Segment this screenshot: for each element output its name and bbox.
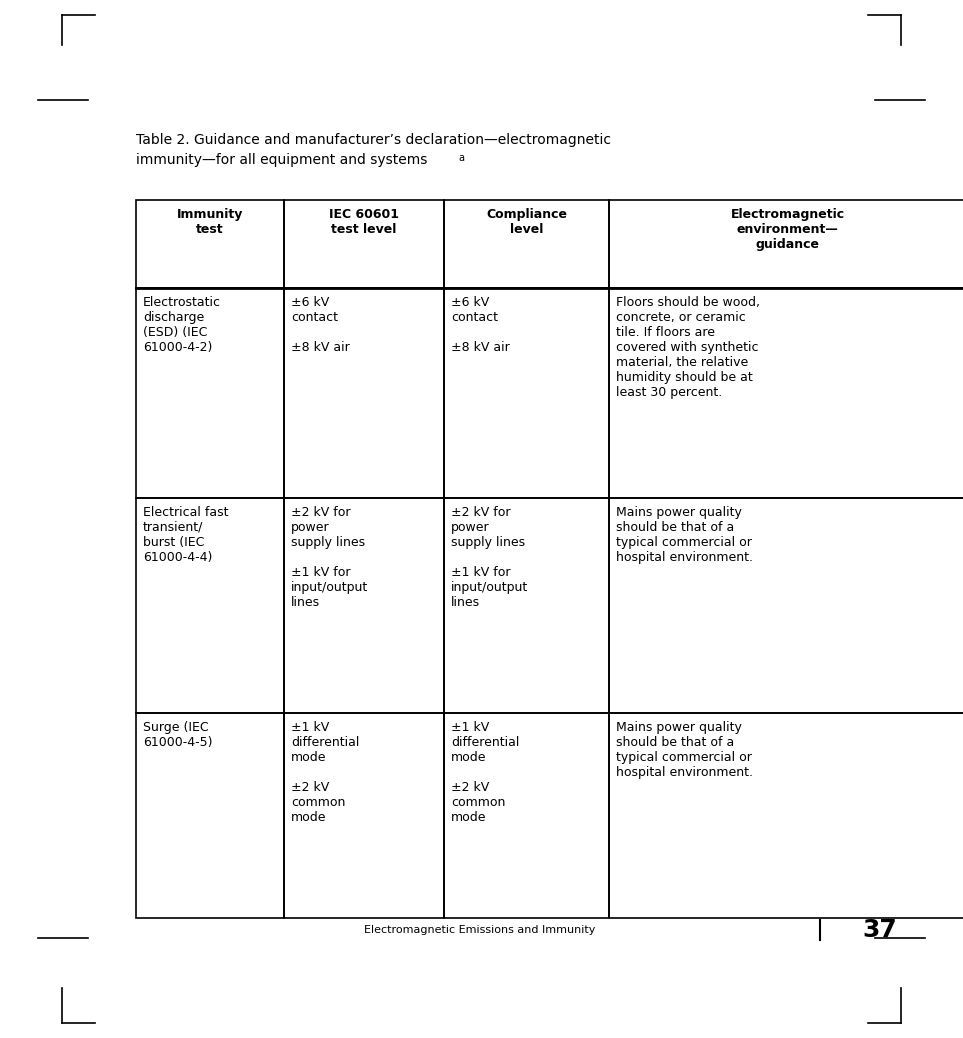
- Text: Surge (IEC
61000-4-5): Surge (IEC 61000-4-5): [143, 721, 213, 749]
- Text: immunity—for all equipment and systems: immunity—for all equipment and systems: [136, 153, 428, 167]
- Text: a: a: [458, 153, 464, 163]
- Text: Electromagnetic
environment—
guidance: Electromagnetic environment— guidance: [731, 208, 845, 251]
- Bar: [136, 498, 284, 713]
- Text: Floors should be wood,
concrete, or ceramic
tile. If floors are
covered with syn: Floors should be wood, concrete, or cera…: [616, 296, 760, 399]
- Bar: [444, 713, 609, 918]
- Text: ±1 kV
differential
mode

±2 kV
common
mode: ±1 kV differential mode ±2 kV common mod…: [451, 721, 519, 824]
- Bar: [284, 288, 444, 498]
- Bar: [444, 288, 609, 498]
- Text: Table 2. Guidance and manufacturer’s declaration—electromagnetic: Table 2. Guidance and manufacturer’s dec…: [136, 133, 611, 147]
- Text: ±2 kV for
power
supply lines

±1 kV for
input/output
lines: ±2 kV for power supply lines ±1 kV for i…: [451, 506, 529, 609]
- Text: Electrostatic
discharge
(ESD) (IEC
61000-4-2): Electrostatic discharge (ESD) (IEC 61000…: [143, 296, 221, 354]
- Text: ±6 kV
contact

±8 kV air: ±6 kV contact ±8 kV air: [451, 296, 509, 354]
- Bar: [136, 713, 284, 918]
- Text: Electrical fast
transient/
burst (IEC
61000-4-4): Electrical fast transient/ burst (IEC 61…: [143, 506, 228, 564]
- Bar: [609, 498, 963, 713]
- Bar: [284, 200, 444, 288]
- Bar: [136, 288, 284, 498]
- Bar: [609, 200, 963, 288]
- Text: IEC 60601
test level: IEC 60601 test level: [329, 208, 399, 236]
- Text: Electromagnetic Emissions and Immunity: Electromagnetic Emissions and Immunity: [364, 925, 596, 935]
- Text: ±2 kV for
power
supply lines

±1 kV for
input/output
lines: ±2 kV for power supply lines ±1 kV for i…: [291, 506, 368, 609]
- Bar: [284, 713, 444, 918]
- Bar: [444, 200, 609, 288]
- Bar: [609, 288, 963, 498]
- Text: Immunity
test: Immunity test: [177, 208, 244, 236]
- Bar: [284, 498, 444, 713]
- Text: Mains power quality
should be that of a
typical commercial or
hospital environme: Mains power quality should be that of a …: [616, 721, 753, 778]
- Text: ±6 kV
contact

±8 kV air: ±6 kV contact ±8 kV air: [291, 296, 350, 354]
- Bar: [136, 200, 284, 288]
- Bar: [609, 713, 963, 918]
- Bar: [444, 498, 609, 713]
- Text: Mains power quality
should be that of a
typical commercial or
hospital environme: Mains power quality should be that of a …: [616, 506, 753, 564]
- Text: 37: 37: [863, 918, 898, 943]
- Text: ±1 kV
differential
mode

±2 kV
common
mode: ±1 kV differential mode ±2 kV common mod…: [291, 721, 359, 824]
- Text: Compliance
level: Compliance level: [486, 208, 567, 236]
